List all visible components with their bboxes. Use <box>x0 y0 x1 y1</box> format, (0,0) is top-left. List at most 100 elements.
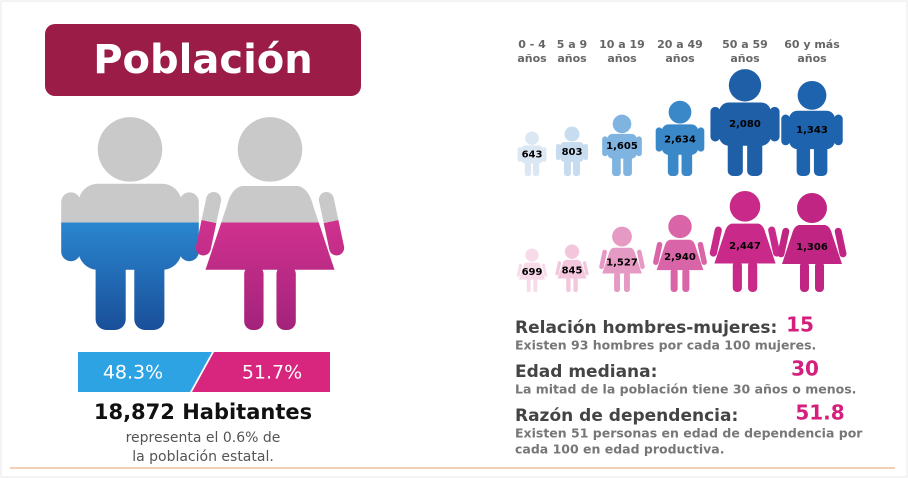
woman-icon <box>709 191 781 292</box>
leg <box>573 277 578 292</box>
indicator-note: La mitad de la población tiene 30 años o… <box>515 382 856 397</box>
man-icon <box>556 126 588 176</box>
leg <box>614 272 621 292</box>
man-icon <box>710 69 780 176</box>
indicator-note: Existen 93 hombres por cada 100 mujeres. <box>515 338 816 353</box>
woman-icon <box>653 214 707 292</box>
dress <box>782 225 842 264</box>
head <box>525 248 539 262</box>
leg <box>815 262 824 292</box>
head <box>612 226 632 247</box>
arm <box>555 261 562 276</box>
men-count: 1,343 <box>796 125 828 136</box>
woman-icon <box>555 244 589 292</box>
leg <box>727 139 743 176</box>
arm <box>582 261 589 276</box>
leg <box>564 159 571 176</box>
women-count: 699 <box>522 267 543 278</box>
arm <box>769 106 780 142</box>
main-figures <box>61 117 345 330</box>
indicator-value: 51.8 <box>795 401 844 425</box>
arm <box>834 227 847 258</box>
title-box <box>45 24 361 96</box>
torso <box>661 124 699 155</box>
head <box>564 126 580 142</box>
head <box>729 191 761 222</box>
leg <box>732 261 742 292</box>
man-icon <box>655 100 705 176</box>
leg <box>748 261 758 292</box>
arm <box>777 227 790 258</box>
leg <box>134 256 165 330</box>
men-count: 643 <box>522 149 543 160</box>
men-count: 803 <box>562 147 583 158</box>
men-count: 2,634 <box>664 135 696 146</box>
woman-icon <box>777 193 847 292</box>
arm <box>599 249 608 270</box>
indicator-value: 15 <box>786 313 814 337</box>
women-count: 1,527 <box>606 257 638 268</box>
leg <box>95 256 126 330</box>
arm <box>583 144 588 160</box>
torso <box>719 102 771 146</box>
age-label: años <box>557 52 587 65</box>
head <box>612 114 632 134</box>
age-label: 50 a 59 <box>722 38 768 51</box>
total-note: representa el 0.6% de <box>126 430 281 446</box>
women-count: 2,940 <box>664 252 696 263</box>
man-icon <box>781 80 843 176</box>
leg <box>800 262 809 292</box>
head <box>797 193 827 223</box>
torso <box>788 110 836 150</box>
male-share: 48.3% <box>103 362 163 384</box>
arm <box>541 263 548 277</box>
title: Población <box>93 37 313 83</box>
head <box>668 100 692 124</box>
torso <box>560 142 584 162</box>
leg <box>623 154 632 176</box>
women-count: 1,306 <box>796 242 828 253</box>
age-label: años <box>517 52 547 65</box>
arm <box>768 226 781 257</box>
head <box>668 214 692 239</box>
dress <box>557 259 587 279</box>
leg <box>244 265 264 330</box>
leg <box>623 272 630 292</box>
woman-icon <box>599 226 645 292</box>
arm <box>61 192 81 262</box>
arm <box>636 136 642 157</box>
age-label: años <box>607 52 637 65</box>
dress <box>656 239 704 271</box>
dress <box>714 223 776 264</box>
arm <box>781 114 790 146</box>
dress <box>518 262 546 280</box>
head <box>525 131 539 145</box>
arm <box>602 136 608 157</box>
man-icon <box>602 114 642 176</box>
age-label: 0 - 4 <box>518 38 546 51</box>
indicator-note: Existen 51 personas en edad de dependenc… <box>515 426 863 441</box>
arm <box>516 263 523 277</box>
age-label: años <box>797 52 827 65</box>
torso <box>607 133 637 159</box>
woman-icon <box>195 117 345 330</box>
indicator-label: Razón de dependencia: <box>515 406 738 426</box>
age-label: 10 a 19 <box>599 38 645 51</box>
leg <box>747 139 763 176</box>
arm <box>697 241 707 265</box>
leg <box>670 268 678 292</box>
leg <box>533 278 538 292</box>
total-note: la población estatal. <box>132 449 274 465</box>
torso <box>521 145 543 164</box>
female-bar <box>192 352 330 392</box>
male-bar <box>78 352 212 392</box>
leg <box>612 154 621 176</box>
indicator-label: Edad mediana: <box>515 362 657 382</box>
torso <box>78 183 182 270</box>
age-label: 20 a 49 <box>657 38 703 51</box>
arm <box>542 147 547 162</box>
female-share: 51.7% <box>242 362 302 384</box>
women-count: 2,447 <box>729 241 761 252</box>
